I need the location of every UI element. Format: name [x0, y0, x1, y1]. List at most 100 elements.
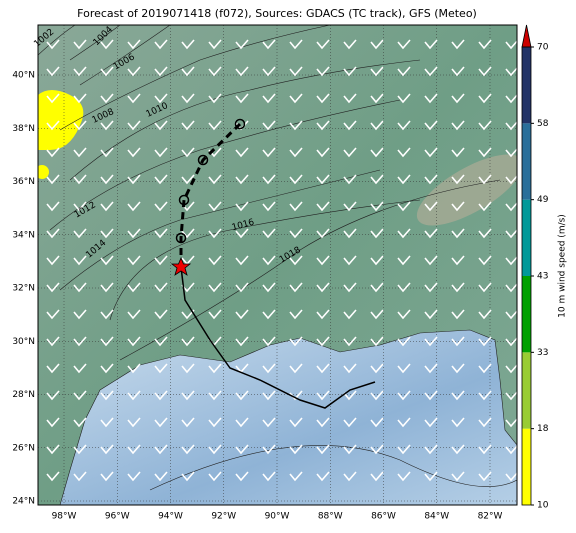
wind-barb [154, 309, 168, 320]
lon-label: 96°W [105, 512, 130, 522]
wind-barb [235, 255, 249, 266]
wind-barb [46, 147, 60, 158]
lon-label: 92°W [211, 512, 236, 522]
wind-barb [397, 66, 411, 77]
wind-barb [424, 471, 438, 482]
wind-barb [505, 363, 519, 374]
wind-barb [100, 282, 114, 293]
wind-barb [316, 417, 330, 428]
wind-barb [451, 282, 465, 293]
wind-barb [505, 417, 519, 428]
wind-barb [289, 336, 303, 347]
wind-barb [397, 174, 411, 185]
track-point [175, 232, 187, 244]
wind-barb [316, 228, 330, 239]
wind-barb [46, 93, 60, 104]
wind-barb [262, 309, 276, 320]
wind-barb [343, 255, 357, 266]
wind-barb [316, 390, 330, 401]
wind-barb [424, 255, 438, 266]
wind-barb [73, 309, 87, 320]
wind-barb [235, 174, 249, 185]
wind-barb [100, 93, 114, 104]
wind-barb [397, 120, 411, 131]
wind-barb [181, 336, 195, 347]
wind-barb [235, 39, 249, 50]
wind-barb [424, 93, 438, 104]
wind-barb [505, 255, 519, 266]
wind-barb [73, 201, 87, 212]
wind-barb [397, 39, 411, 50]
wind-barb [73, 336, 87, 347]
wind-barb [370, 120, 384, 131]
wind-barb [262, 444, 276, 455]
wind-barb [451, 66, 465, 77]
wind-barb [289, 363, 303, 374]
wind-barb [478, 363, 492, 374]
wind-barb [154, 417, 168, 428]
wind-barb [154, 255, 168, 266]
colorbar-segment [522, 276, 531, 353]
wind-barb [505, 282, 519, 293]
wind-barb [154, 228, 168, 239]
wind-barb [262, 282, 276, 293]
wind-barb [289, 228, 303, 239]
wind-barb [424, 120, 438, 131]
wind-barb [316, 444, 330, 455]
wind-barb [154, 390, 168, 401]
lon-label: 88°W [318, 512, 343, 522]
wind-barb [316, 66, 330, 77]
wind-barb [100, 66, 114, 77]
colorbar-tick-label: 43 [537, 272, 548, 282]
colorbar-tick-label: 58 [537, 119, 549, 129]
lon-label: 98°W [52, 512, 77, 522]
wind-barb [208, 417, 222, 428]
wind-barb [100, 120, 114, 131]
wind-barb [370, 363, 384, 374]
wind-barb [100, 39, 114, 50]
wind-barb [343, 417, 357, 428]
wind-barb [181, 390, 195, 401]
wind-barb [343, 174, 357, 185]
wind-barb [235, 390, 249, 401]
wind-barb [46, 309, 60, 320]
wind-barb [505, 201, 519, 212]
wind-barb [181, 309, 195, 320]
wind-barb [262, 417, 276, 428]
wind-barb [370, 336, 384, 347]
wind-barb [478, 93, 492, 104]
wind-high-area [38, 165, 49, 179]
wind-barb [343, 93, 357, 104]
wind-barb [424, 363, 438, 374]
wind-barb [208, 39, 222, 50]
wind-barb [424, 147, 438, 158]
lat-label: 36°N [12, 177, 35, 187]
wind-barb [397, 363, 411, 374]
wind-barb [46, 390, 60, 401]
colorbar: 10 18 33 43 49 58 70 [521, 24, 549, 511]
wind-barb [262, 471, 276, 482]
wind-barb [154, 120, 168, 131]
wind-barb [343, 336, 357, 347]
wind-barb [181, 417, 195, 428]
wind-barb [289, 417, 303, 428]
wind-barb [46, 201, 60, 212]
wind-barb [181, 444, 195, 455]
wind-barb [478, 444, 492, 455]
wind-barb [343, 471, 357, 482]
wind-barb [208, 255, 222, 266]
wind-barb [424, 201, 438, 212]
wind-barb [370, 390, 384, 401]
map-frame [37, 24, 518, 506]
lat-label: 32°N [12, 284, 35, 294]
wind-barb [397, 147, 411, 158]
wind-barb [424, 417, 438, 428]
wind-barb [451, 120, 465, 131]
wind-barb [370, 444, 384, 455]
wind-barb [154, 93, 168, 104]
wind-barb [289, 201, 303, 212]
wind-barb [235, 282, 249, 293]
wind-barb [100, 255, 114, 266]
tc-track [170, 118, 376, 409]
wind-barb [289, 444, 303, 455]
